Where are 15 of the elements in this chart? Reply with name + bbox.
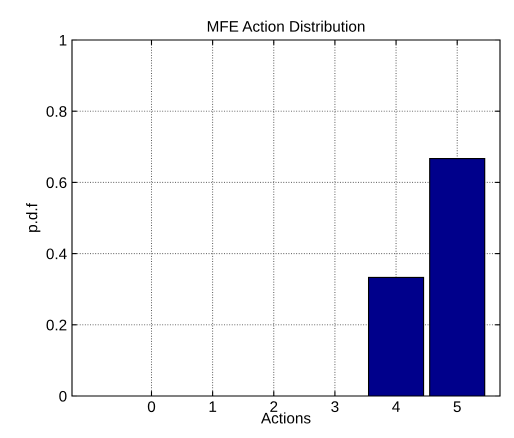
y-tick-label: 0.2 — [46, 320, 66, 330]
y-tick-label: 0.6 — [46, 177, 66, 188]
y-tick-label: 0 — [59, 390, 67, 402]
x-tick-label: 1 — [210, 401, 216, 412]
x-tick-label: 0 — [148, 401, 156, 412]
x-tick-label: 4 — [392, 401, 400, 412]
y-tick-label: 0.4 — [46, 248, 67, 260]
x-axis-title: Actions — [260, 412, 310, 424]
y-axis-title: p.d.f — [26, 203, 40, 232]
y-tick-label: 1 — [60, 35, 66, 46]
x-tick-label: 3 — [331, 401, 338, 412]
x-tick-label: 2 — [270, 401, 278, 412]
x-tick-label: 5 — [454, 401, 461, 412]
y-tick-label: 0.8 — [46, 106, 66, 117]
chart-title: MFE Action Distribution — [208, 20, 364, 32]
